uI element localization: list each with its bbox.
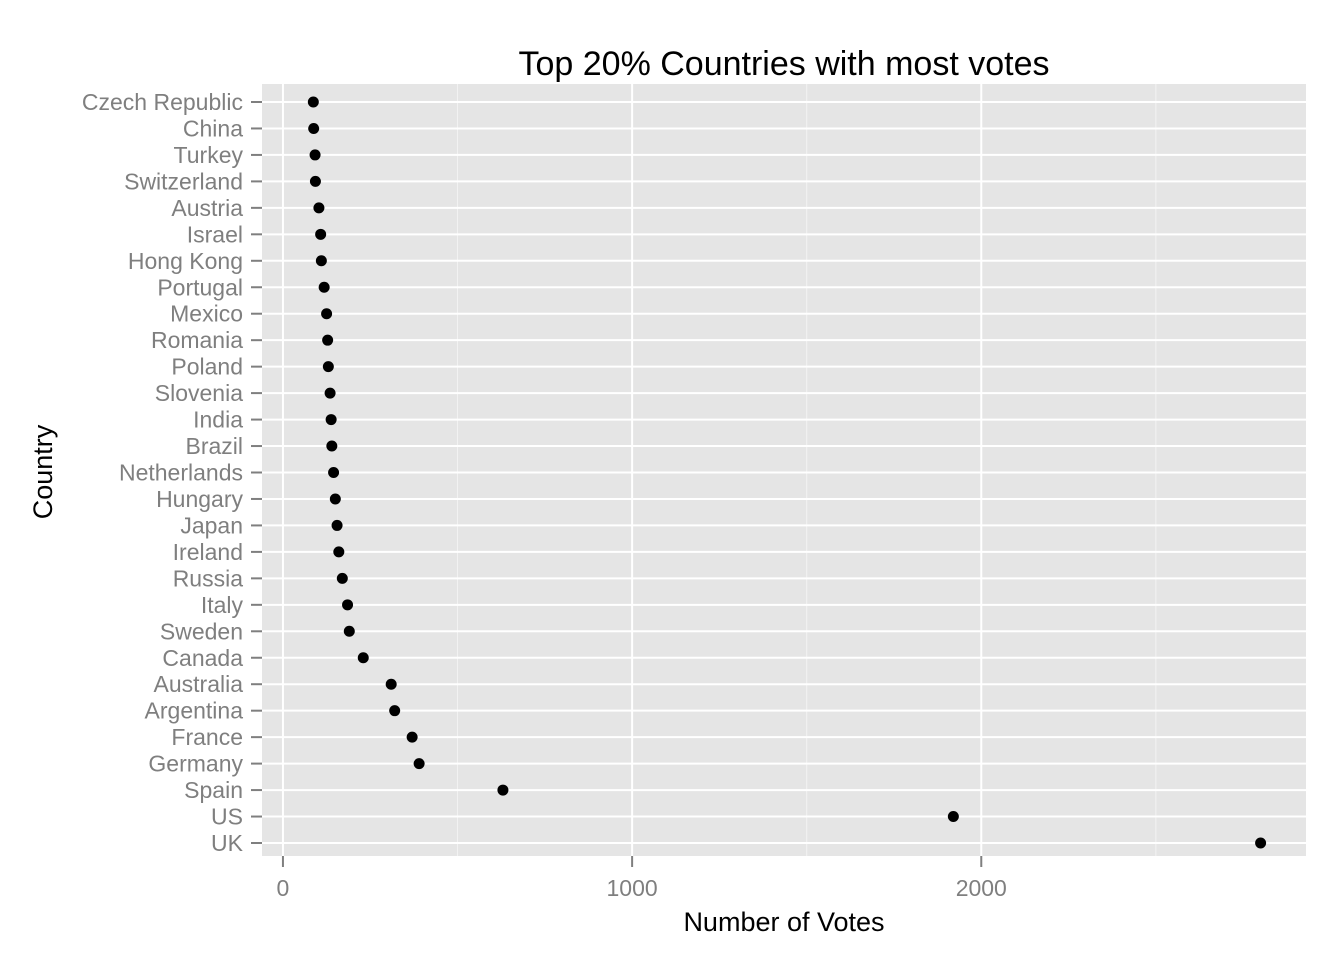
data-point xyxy=(336,572,348,584)
data-point xyxy=(389,705,401,717)
y-tick-label: Switzerland xyxy=(124,168,243,194)
data-point xyxy=(328,467,340,478)
y-tick-label: France xyxy=(171,724,243,750)
y-tick-label: India xyxy=(193,407,243,433)
data-point xyxy=(497,784,509,796)
data-point xyxy=(947,811,959,823)
data-point xyxy=(313,202,325,214)
y-tick-label: China xyxy=(183,115,243,141)
data-point xyxy=(315,255,327,267)
y-tick-label: Sweden xyxy=(160,618,243,644)
x-axis-title: Number of Votes xyxy=(683,907,884,937)
data-point xyxy=(325,414,337,426)
y-tick-label: Turkey xyxy=(174,142,244,168)
y-tick-label: Russia xyxy=(173,565,244,591)
chart-title: Top 20% Countries with most votes xyxy=(518,45,1049,83)
data-point xyxy=(343,625,355,637)
data-point xyxy=(413,758,425,770)
y-tick-label: Japan xyxy=(180,512,243,538)
data-point xyxy=(342,599,354,611)
y-tick-label: Israel xyxy=(187,221,243,247)
data-point xyxy=(309,149,321,161)
y-tick-label: Spain xyxy=(184,777,243,803)
data-point xyxy=(322,334,334,346)
y-tick-label: Australia xyxy=(154,671,244,697)
y-tick-label: Romania xyxy=(151,327,243,353)
x-tick-label: 0 xyxy=(277,875,290,901)
data-point xyxy=(357,652,369,664)
y-tick-label: UK xyxy=(211,830,244,856)
data-point xyxy=(1255,837,1267,849)
y-axis-title: Country xyxy=(28,424,58,519)
y-tick-label: Portugal xyxy=(157,274,243,300)
data-point xyxy=(385,678,397,690)
data-point xyxy=(308,122,320,134)
y-tick-label: Slovenia xyxy=(155,380,243,406)
y-tick-label: Mexico xyxy=(170,301,243,327)
data-point xyxy=(329,493,341,505)
points-layer xyxy=(307,96,1267,849)
y-tick-label: Austria xyxy=(171,195,243,221)
data-point xyxy=(331,519,343,531)
data-point xyxy=(324,387,336,399)
y-tick-label: Hong Kong xyxy=(128,248,243,274)
y-tick-label: Poland xyxy=(171,354,243,380)
y-tick-label: Brazil xyxy=(185,433,243,459)
y-tick-label: US xyxy=(211,804,243,830)
x-tick-label: 2000 xyxy=(956,875,1007,901)
y-tick-label: Canada xyxy=(162,645,243,671)
y-tick-label: Netherlands xyxy=(119,460,243,486)
data-point xyxy=(318,281,330,293)
data-point xyxy=(322,361,334,373)
y-axis: UKUSSpainGermanyFranceArgentinaAustralia… xyxy=(82,89,262,856)
data-point xyxy=(326,440,338,452)
y-tick-label: Germany xyxy=(148,751,243,777)
y-tick-label: Italy xyxy=(201,592,244,618)
plot-panel xyxy=(262,84,1306,856)
x-axis: 0 1000 2000 xyxy=(277,856,1007,901)
y-tick-label: Hungary xyxy=(156,486,243,512)
y-tick-label: Argentina xyxy=(145,698,244,724)
data-point xyxy=(309,175,321,187)
data-point xyxy=(307,96,319,108)
data-point xyxy=(406,731,418,743)
data-point xyxy=(321,308,333,320)
data-point xyxy=(333,546,345,558)
x-tick-label: 1000 xyxy=(607,875,658,901)
y-tick-label: Czech Republic xyxy=(82,89,243,115)
data-point xyxy=(315,228,327,240)
grid-layer xyxy=(262,84,1306,856)
y-tick-label: Ireland xyxy=(173,539,243,565)
